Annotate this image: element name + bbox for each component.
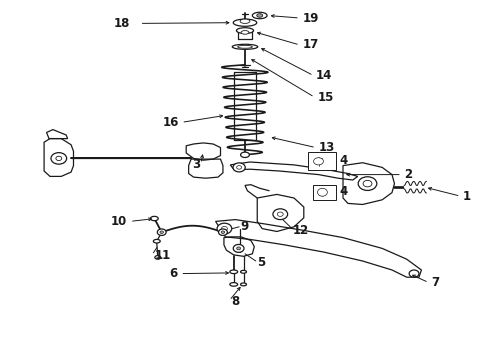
Text: 12: 12 — [293, 224, 309, 237]
Text: 10: 10 — [111, 215, 127, 228]
Text: 4: 4 — [339, 154, 347, 167]
Ellipse shape — [277, 212, 283, 216]
Ellipse shape — [363, 180, 372, 187]
Ellipse shape — [241, 152, 249, 158]
Ellipse shape — [217, 223, 232, 234]
Bar — [308, 152, 336, 170]
Text: 15: 15 — [318, 91, 334, 104]
Ellipse shape — [314, 158, 323, 165]
Text: 2: 2 — [404, 168, 413, 181]
Text: 9: 9 — [240, 220, 248, 233]
Ellipse shape — [157, 229, 166, 235]
Ellipse shape — [233, 244, 244, 252]
Ellipse shape — [51, 153, 67, 164]
Ellipse shape — [273, 209, 288, 220]
Text: 5: 5 — [257, 256, 266, 269]
Ellipse shape — [240, 19, 250, 23]
Ellipse shape — [358, 177, 377, 190]
Text: 13: 13 — [318, 141, 335, 154]
Ellipse shape — [318, 188, 327, 196]
Ellipse shape — [233, 163, 245, 172]
Ellipse shape — [219, 229, 227, 235]
Ellipse shape — [409, 270, 419, 277]
Ellipse shape — [155, 256, 161, 259]
Text: 6: 6 — [170, 267, 178, 280]
Text: 17: 17 — [302, 39, 318, 51]
Ellipse shape — [230, 283, 238, 286]
Ellipse shape — [241, 31, 249, 34]
Ellipse shape — [221, 231, 225, 234]
Text: 7: 7 — [431, 276, 440, 289]
Ellipse shape — [233, 19, 257, 26]
Text: 1: 1 — [463, 190, 471, 203]
Text: 8: 8 — [231, 295, 240, 308]
Text: 11: 11 — [154, 249, 171, 262]
Text: 3: 3 — [192, 158, 200, 171]
Ellipse shape — [237, 28, 254, 33]
Ellipse shape — [56, 156, 62, 161]
Text: 18: 18 — [114, 17, 130, 30]
Text: 16: 16 — [163, 116, 179, 129]
Ellipse shape — [252, 12, 267, 19]
Bar — [313, 185, 336, 200]
Text: 4: 4 — [339, 185, 347, 198]
Ellipse shape — [232, 44, 258, 49]
Ellipse shape — [237, 247, 241, 250]
Text: 14: 14 — [316, 69, 332, 82]
Ellipse shape — [237, 166, 242, 169]
Ellipse shape — [238, 45, 252, 48]
Text: 19: 19 — [302, 12, 318, 24]
Ellipse shape — [230, 270, 238, 274]
Ellipse shape — [241, 270, 246, 273]
Ellipse shape — [241, 283, 246, 286]
Ellipse shape — [153, 239, 160, 243]
Ellipse shape — [150, 216, 158, 221]
Ellipse shape — [221, 226, 227, 231]
Ellipse shape — [160, 231, 164, 234]
Ellipse shape — [257, 14, 263, 17]
